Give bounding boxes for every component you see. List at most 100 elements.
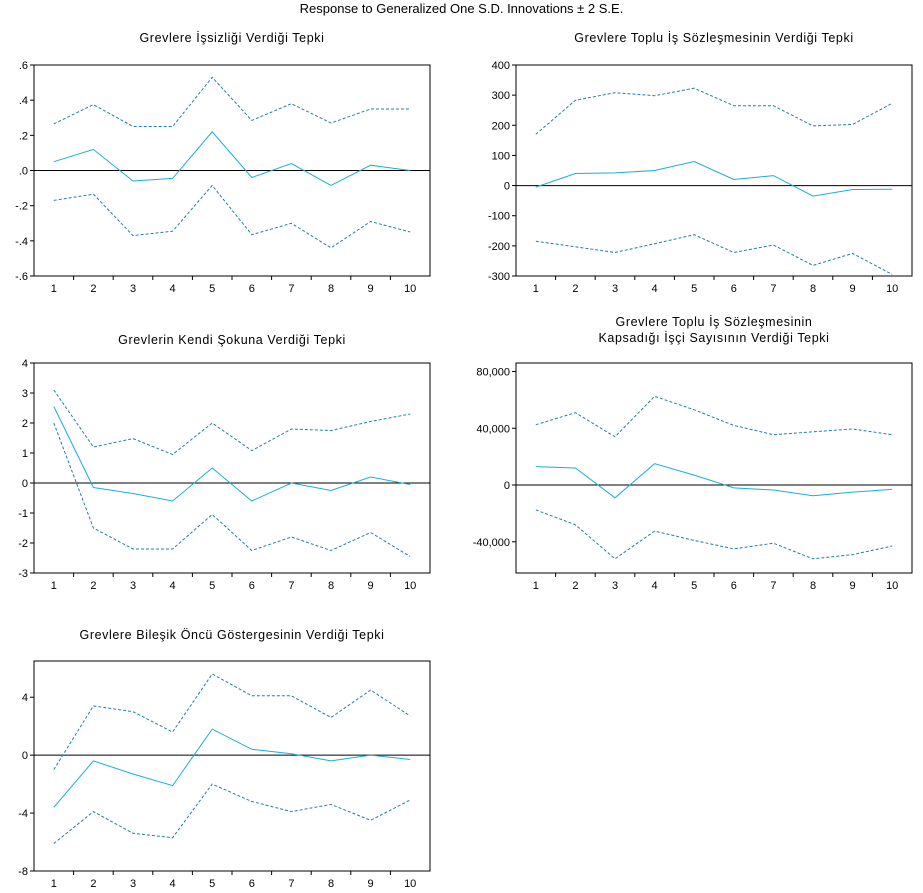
x-tick-label: 3 bbox=[612, 580, 618, 592]
x-tick-label: 6 bbox=[249, 283, 255, 295]
x-tick-label: 1 bbox=[51, 283, 57, 295]
x-tick-label: 9 bbox=[850, 580, 856, 592]
chart-panel-2: Grevlere Toplu İş Sözleşmesinin Verdiği … bbox=[488, 31, 913, 295]
chart-panel-3: Grevlerin Kendi Şokuna Verdiği Tepki -3 -2… bbox=[18, 333, 431, 592]
chart-panel-4: Grevlere Toplu İş Sözleşmesinin Kapsadığı… bbox=[473, 315, 913, 592]
x-tick-label: 6 bbox=[249, 580, 255, 592]
x-tick-label: 8 bbox=[328, 283, 334, 295]
x-tick-label: 8 bbox=[810, 580, 816, 592]
y-tick-label: 0 bbox=[504, 181, 510, 193]
y-tick-label: 0 bbox=[504, 480, 510, 492]
y-tick-label: -2 bbox=[18, 538, 28, 550]
y-tick-label: .0 bbox=[19, 166, 28, 178]
x-tick-label: 3 bbox=[612, 283, 618, 295]
x-tick-label: 1 bbox=[533, 580, 539, 592]
y-tick-label: 300 bbox=[492, 90, 510, 102]
y-tick-label: -100 bbox=[488, 211, 510, 223]
y-tick-label: -.2 bbox=[15, 201, 28, 213]
x-tick-label: 9 bbox=[368, 580, 374, 592]
x-tick-label: 7 bbox=[770, 283, 776, 295]
lower-band-line bbox=[53, 422, 411, 557]
y-tick-label: .6 bbox=[19, 60, 28, 72]
x-tick-label: 2 bbox=[90, 283, 96, 295]
y-tick-label: -4 bbox=[18, 808, 28, 820]
x-tick-label: 6 bbox=[731, 580, 737, 592]
x-tick-label: 9 bbox=[368, 283, 374, 295]
y-tick-label: -3 bbox=[18, 568, 28, 580]
x-tick-label: 10 bbox=[886, 580, 898, 592]
y-tick-label: -1 bbox=[18, 508, 28, 520]
panel-title: Grevlere Toplu İş Sözleşmesinin Verdiği … bbox=[574, 31, 853, 45]
x-tick-label: 7 bbox=[770, 580, 776, 592]
response-line bbox=[535, 160, 893, 197]
y-tick-label: 1 bbox=[22, 448, 28, 460]
upper-band-line bbox=[535, 395, 893, 438]
upper-band-line bbox=[53, 76, 411, 127]
y-tick-label: 2 bbox=[22, 418, 28, 430]
x-tick-label: 2 bbox=[90, 580, 96, 592]
x-tick-label: 4 bbox=[652, 580, 658, 592]
y-tick-label: 200 bbox=[492, 120, 510, 132]
y-tick-label: 40,000 bbox=[476, 423, 510, 435]
plot-frame bbox=[33, 362, 431, 574]
x-tick-label: 3 bbox=[130, 878, 136, 890]
y-tick-label: 4 bbox=[22, 358, 28, 370]
response-line bbox=[53, 728, 411, 808]
y-tick-label: 0 bbox=[22, 478, 28, 490]
x-tick-label: 6 bbox=[731, 283, 737, 295]
x-tick-label: 9 bbox=[850, 283, 856, 295]
x-tick-label: 4 bbox=[170, 580, 176, 592]
x-tick-label: 1 bbox=[51, 878, 57, 890]
y-tick-label: 80,000 bbox=[476, 367, 510, 379]
x-tick-label: 5 bbox=[209, 580, 215, 592]
lower-band-line bbox=[535, 509, 893, 560]
y-tick-label: 400 bbox=[492, 60, 510, 72]
y-tick-label: -40,000 bbox=[473, 537, 510, 549]
x-tick-label: 3 bbox=[130, 580, 136, 592]
panel-title: Kapsadığı İşçi Sayısının Verdiği Tepki bbox=[598, 331, 829, 345]
x-tick-label: 7 bbox=[288, 283, 294, 295]
y-tick-label: -200 bbox=[488, 241, 510, 253]
x-tick-label: 4 bbox=[652, 283, 658, 295]
x-tick-label: 8 bbox=[810, 283, 816, 295]
x-tick-label: 7 bbox=[288, 580, 294, 592]
panel-title: Grevlerin Kendi Şokuna Verdiği Tepki bbox=[118, 333, 346, 347]
x-tick-label: 1 bbox=[533, 283, 539, 295]
y-tick-label: 100 bbox=[492, 150, 510, 162]
plot-frame bbox=[33, 660, 431, 872]
y-tick-label: 3 bbox=[22, 388, 28, 400]
y-tick-label: .4 bbox=[19, 95, 28, 107]
x-tick-label: 2 bbox=[572, 580, 578, 592]
x-tick-label: 3 bbox=[130, 283, 136, 295]
x-tick-label: 4 bbox=[170, 283, 176, 295]
lower-band-line bbox=[535, 234, 893, 275]
x-tick-label: 1 bbox=[51, 580, 57, 592]
x-tick-label: 8 bbox=[328, 878, 334, 890]
chart-panel-5: Grevlere Bileşik Öncü Göstergesinin Verd… bbox=[18, 628, 431, 890]
x-tick-label: 10 bbox=[404, 878, 416, 890]
y-tick-label: -8 bbox=[18, 866, 28, 878]
y-tick-label: 4 bbox=[22, 692, 28, 704]
response-line bbox=[535, 463, 893, 499]
x-tick-label: 5 bbox=[691, 580, 697, 592]
upper-band-line bbox=[53, 389, 411, 456]
response-line bbox=[53, 406, 411, 502]
lower-band-line bbox=[53, 184, 411, 249]
x-tick-label: 10 bbox=[404, 283, 416, 295]
figure-title: Response to Generalized One S.D. Innovat… bbox=[299, 1, 624, 16]
x-tick-label: 8 bbox=[328, 580, 334, 592]
x-tick-label: 5 bbox=[209, 878, 215, 890]
upper-band-line bbox=[535, 87, 893, 135]
x-tick-label: 6 bbox=[249, 878, 255, 890]
x-tick-label: 7 bbox=[288, 878, 294, 890]
x-tick-label: 10 bbox=[404, 580, 416, 592]
y-tick-label: -.4 bbox=[15, 236, 28, 248]
panel-title: Grevlere Toplu İş Sözleşmesinin bbox=[616, 315, 813, 329]
x-tick-label: 5 bbox=[209, 283, 215, 295]
y-tick-label: -300 bbox=[488, 271, 510, 283]
y-tick-label: .2 bbox=[19, 130, 28, 142]
y-tick-label: -.6 bbox=[15, 271, 28, 283]
x-tick-label: 10 bbox=[886, 283, 898, 295]
chart-panel-1: Grevlere İşsizliği Verdiği Tepki -.6 -.4 -.… bbox=[15, 31, 431, 295]
